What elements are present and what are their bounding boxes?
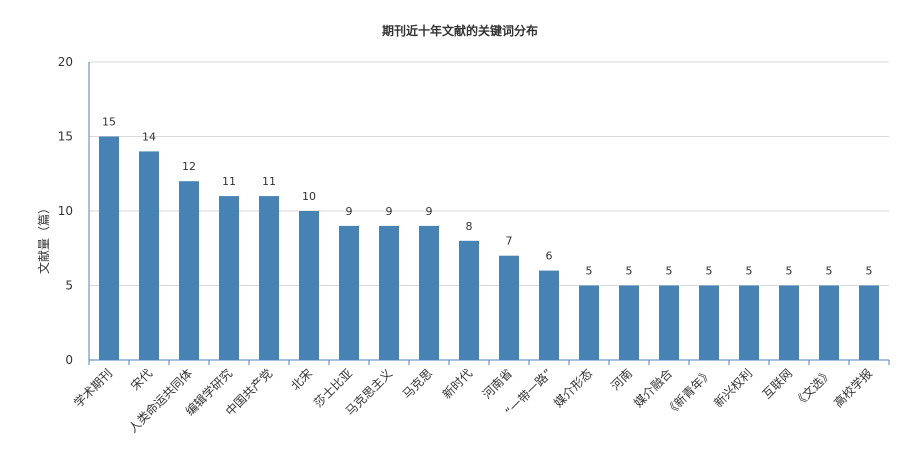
bar bbox=[179, 181, 199, 360]
data-label: 5 bbox=[786, 265, 793, 278]
bars bbox=[99, 136, 879, 360]
data-label: 9 bbox=[346, 205, 353, 218]
bar bbox=[499, 255, 519, 360]
x-tick-label: 互联网 bbox=[760, 366, 795, 401]
bar bbox=[699, 285, 719, 360]
x-tick-label: 媒介形态 bbox=[551, 366, 595, 410]
y-axis-label: 文献量（篇） bbox=[36, 202, 51, 274]
bar bbox=[299, 211, 319, 360]
data-label: 5 bbox=[826, 265, 833, 278]
bar bbox=[219, 196, 239, 360]
data-label: 5 bbox=[666, 265, 673, 278]
bar bbox=[379, 225, 399, 360]
bar bbox=[339, 225, 359, 360]
y-axis-ticks: 0 5 10 15 20 bbox=[58, 55, 73, 367]
bar bbox=[539, 270, 559, 360]
chart-title: 期刊近十年文献的关键词分布 bbox=[382, 23, 538, 38]
bar bbox=[419, 225, 439, 360]
bar bbox=[859, 285, 879, 360]
x-tick-label: 宋代 bbox=[128, 366, 156, 394]
bar bbox=[459, 240, 479, 360]
bar bbox=[819, 285, 839, 360]
data-label: 5 bbox=[866, 265, 873, 278]
data-label: 9 bbox=[426, 205, 433, 218]
y-tick-label: 15 bbox=[58, 130, 73, 144]
x-tick-label: 河南省 bbox=[479, 366, 515, 402]
data-labels: 15 14 12 11 11 10 9 9 9 8 7 6 5 5 5 5 5 5 5 5 bbox=[102, 116, 873, 278]
data-label: 15 bbox=[102, 116, 116, 129]
x-tick-label: 马克思 bbox=[400, 366, 435, 401]
data-label: 14 bbox=[142, 130, 156, 143]
bar bbox=[99, 136, 119, 360]
data-label: 5 bbox=[706, 265, 713, 278]
gridlines bbox=[89, 61, 889, 286]
x-tick-label: 新时代 bbox=[439, 366, 475, 402]
bar bbox=[659, 285, 679, 360]
data-label: 11 bbox=[222, 175, 236, 188]
x-tick-label: 北宋 bbox=[288, 366, 316, 394]
x-tick-label: 河南 bbox=[608, 366, 636, 394]
y-tick-label: 10 bbox=[58, 204, 73, 218]
data-label: 7 bbox=[506, 235, 513, 248]
bar bbox=[739, 285, 759, 360]
y-tick-label: 0 bbox=[65, 353, 73, 367]
data-label: 10 bbox=[302, 190, 316, 203]
data-label: 5 bbox=[746, 265, 753, 278]
bar bbox=[579, 285, 599, 360]
x-tick-label: 高校学报 bbox=[831, 366, 876, 411]
data-label: 11 bbox=[262, 175, 276, 188]
bar bbox=[139, 151, 159, 360]
bar bbox=[619, 285, 639, 360]
data-label: 9 bbox=[386, 205, 393, 218]
x-tick-label: 《文选》 bbox=[791, 366, 836, 411]
data-label: 12 bbox=[182, 160, 196, 173]
data-label: 8 bbox=[466, 220, 473, 233]
bar bbox=[779, 285, 799, 360]
y-tick-label: 5 bbox=[65, 279, 73, 293]
data-label: 5 bbox=[626, 265, 633, 278]
x-tick-label: 新兴权利 bbox=[711, 366, 756, 411]
data-label: 5 bbox=[586, 265, 593, 278]
bar bbox=[259, 196, 279, 360]
data-label: 6 bbox=[546, 250, 553, 263]
x-tick-label: 学术期刊 bbox=[71, 366, 116, 411]
y-tick-label: 20 bbox=[58, 55, 73, 69]
